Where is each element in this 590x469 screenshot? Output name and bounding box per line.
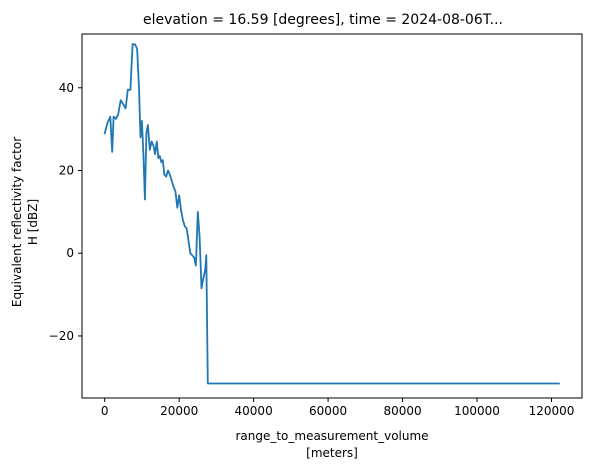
plot-frame	[81, 33, 583, 399]
x-tick-label: 40000	[235, 404, 273, 418]
y-axis: −20 0 20 40	[49, 81, 82, 343]
x-axis: 0 20000 40000 60000 80000 100000 120000	[101, 398, 574, 418]
x-tick-label: 20000	[160, 404, 198, 418]
x-tick-label: 0	[101, 404, 109, 418]
x-tick-label: 60000	[309, 404, 347, 418]
y-tick-label: 0	[66, 246, 74, 260]
x-axis-unit: [meters]	[306, 446, 358, 460]
y-axis-unit: H [dBZ]	[26, 199, 40, 245]
x-tick-label: 80000	[383, 404, 421, 418]
x-axis-label: range_to_measurement_volume	[235, 429, 428, 443]
y-tick-label: 20	[59, 164, 74, 178]
chart-title: elevation = 16.59 [degrees], time = 2024…	[143, 12, 503, 28]
y-tick-label: 40	[59, 81, 74, 95]
x-tick-label: 120000	[529, 404, 575, 418]
y-tick-label: −20	[49, 329, 74, 343]
y-axis-label: Equivalent reflectivity factor	[10, 137, 24, 307]
series-line	[103, 43, 560, 385]
x-tick-label: 100000	[454, 404, 500, 418]
